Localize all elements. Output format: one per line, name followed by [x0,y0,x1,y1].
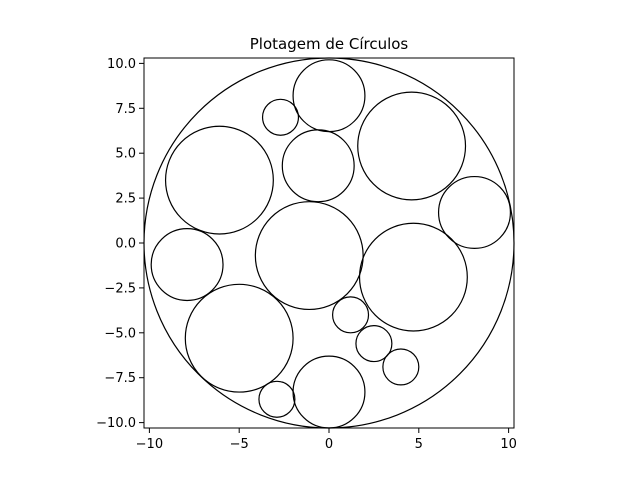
x-tick-label: 0 [325,437,333,452]
y-tick-label: −10.0 [96,416,136,431]
x-tick-label: 10 [500,437,517,452]
circle-12 [355,325,393,363]
circle-6 [437,175,512,249]
y-tick-label: 2.5 [115,192,136,207]
chart-title: Plotagem de Círculos [250,35,409,53]
circle-10 [184,283,294,393]
y-tick-label: 0.0 [115,237,136,252]
y-tick-label: 5.0 [115,147,136,162]
y-tick-label: −2.5 [104,281,136,296]
circle-1 [292,59,366,133]
x-axis: −10 −5 0 5 10 [136,428,517,452]
x-tick-label: 5 [415,437,423,452]
y-tick-label: −5.0 [104,326,136,341]
circle-9 [358,222,468,332]
circle-13 [382,348,420,386]
plot-frame [143,57,515,429]
circle-3 [357,91,467,201]
circle-4 [164,125,274,235]
y-tick-label: 7.5 [115,102,136,117]
x-tick-label: −5 [230,437,249,452]
circles-layer [143,57,515,429]
circle-8 [150,228,224,302]
circle-11 [331,296,370,334]
y-tick-label: −7.5 [104,371,136,386]
y-axis: 10.0 7.5 5.0 2.5 0.0 −2.5 −5.0 −7.5 −10.0 [96,57,144,431]
outer-circle [143,57,515,429]
circle-7 [254,201,364,311]
circle-14 [258,380,296,418]
x-tick-label: −10 [136,437,163,452]
circle-15 [292,355,366,429]
y-tick-label: 10.0 [107,57,136,72]
circle-2 [261,98,300,136]
circle-5 [281,129,355,203]
